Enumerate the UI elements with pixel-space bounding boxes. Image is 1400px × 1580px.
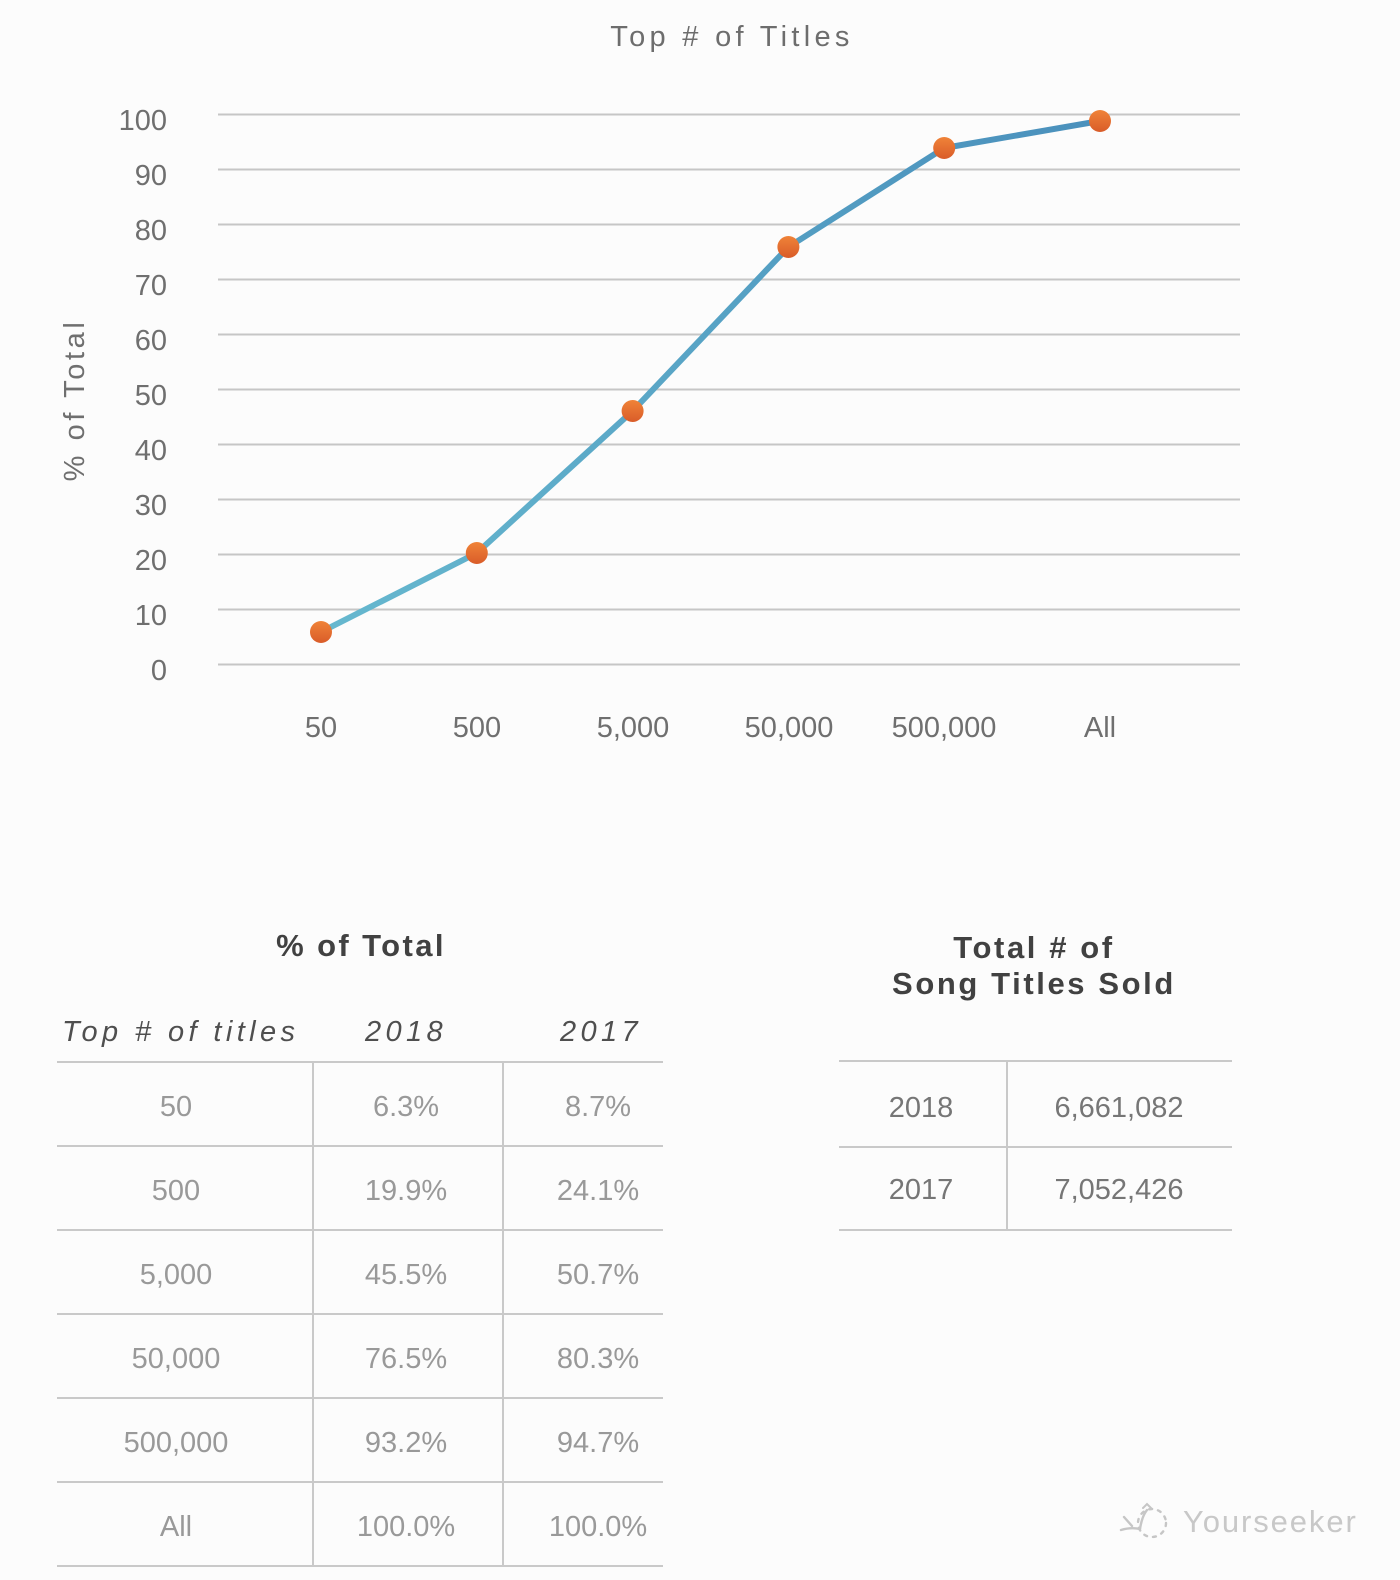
svg-text:50: 50 — [305, 712, 337, 744]
svg-text:All: All — [1084, 712, 1116, 744]
svg-text:45.5%: 45.5% — [365, 1259, 447, 1291]
svg-text:100.0%: 100.0% — [357, 1511, 455, 1543]
svg-text:60: 60 — [135, 325, 167, 357]
svg-text:100.0%: 100.0% — [549, 1511, 647, 1543]
svg-text:500,000: 500,000 — [892, 712, 997, 744]
svg-text:0: 0 — [151, 655, 167, 687]
svg-text:2017: 2017 — [559, 1016, 642, 1048]
svg-text:% of Total: % of Total — [276, 928, 446, 963]
svg-text:500,000: 500,000 — [124, 1427, 229, 1459]
svg-text:% of Total: % of Total — [59, 319, 91, 482]
svg-text:50: 50 — [160, 1091, 192, 1123]
svg-text:6.3%: 6.3% — [373, 1091, 439, 1123]
svg-text:2017: 2017 — [889, 1174, 954, 1206]
svg-text:90: 90 — [135, 160, 167, 192]
svg-text:Top # of Titles: Top # of Titles — [610, 21, 853, 53]
svg-text:7,052,426: 7,052,426 — [1054, 1174, 1183, 1206]
svg-text:10: 10 — [135, 600, 167, 632]
svg-text:50,000: 50,000 — [745, 712, 834, 744]
svg-text:Total # of: Total # of — [953, 930, 1114, 965]
svg-text:80: 80 — [135, 215, 167, 247]
svg-text:5,000: 5,000 — [140, 1259, 213, 1291]
svg-text:30: 30 — [135, 490, 167, 522]
svg-text:80.3%: 80.3% — [557, 1343, 639, 1375]
svg-text:2018: 2018 — [889, 1092, 954, 1124]
svg-text:500: 500 — [453, 712, 501, 744]
svg-text:500: 500 — [152, 1175, 200, 1207]
svg-text:70: 70 — [135, 270, 167, 302]
svg-text:8.7%: 8.7% — [565, 1091, 631, 1123]
svg-text:6,661,082: 6,661,082 — [1054, 1092, 1183, 1124]
svg-text:All: All — [160, 1511, 192, 1543]
svg-text:2018: 2018 — [364, 1016, 447, 1048]
svg-text:100: 100 — [119, 105, 167, 137]
svg-text:Top # of titles: Top # of titles — [62, 1016, 299, 1048]
svg-text:94.7%: 94.7% — [557, 1427, 639, 1459]
svg-text:40: 40 — [135, 435, 167, 467]
svg-text:Yourseeker: Yourseeker — [1183, 1504, 1358, 1539]
svg-text:76.5%: 76.5% — [365, 1343, 447, 1375]
svg-text:Song Titles Sold: Song Titles Sold — [892, 966, 1176, 1001]
svg-text:19.9%: 19.9% — [365, 1175, 447, 1207]
svg-text:5,000: 5,000 — [597, 712, 670, 744]
svg-text:24.1%: 24.1% — [557, 1175, 639, 1207]
svg-text:20: 20 — [135, 545, 167, 577]
svg-text:50: 50 — [135, 380, 167, 412]
svg-text:93.2%: 93.2% — [365, 1427, 447, 1459]
svg-text:50,000: 50,000 — [132, 1343, 221, 1375]
svg-text:50.7%: 50.7% — [557, 1259, 639, 1291]
